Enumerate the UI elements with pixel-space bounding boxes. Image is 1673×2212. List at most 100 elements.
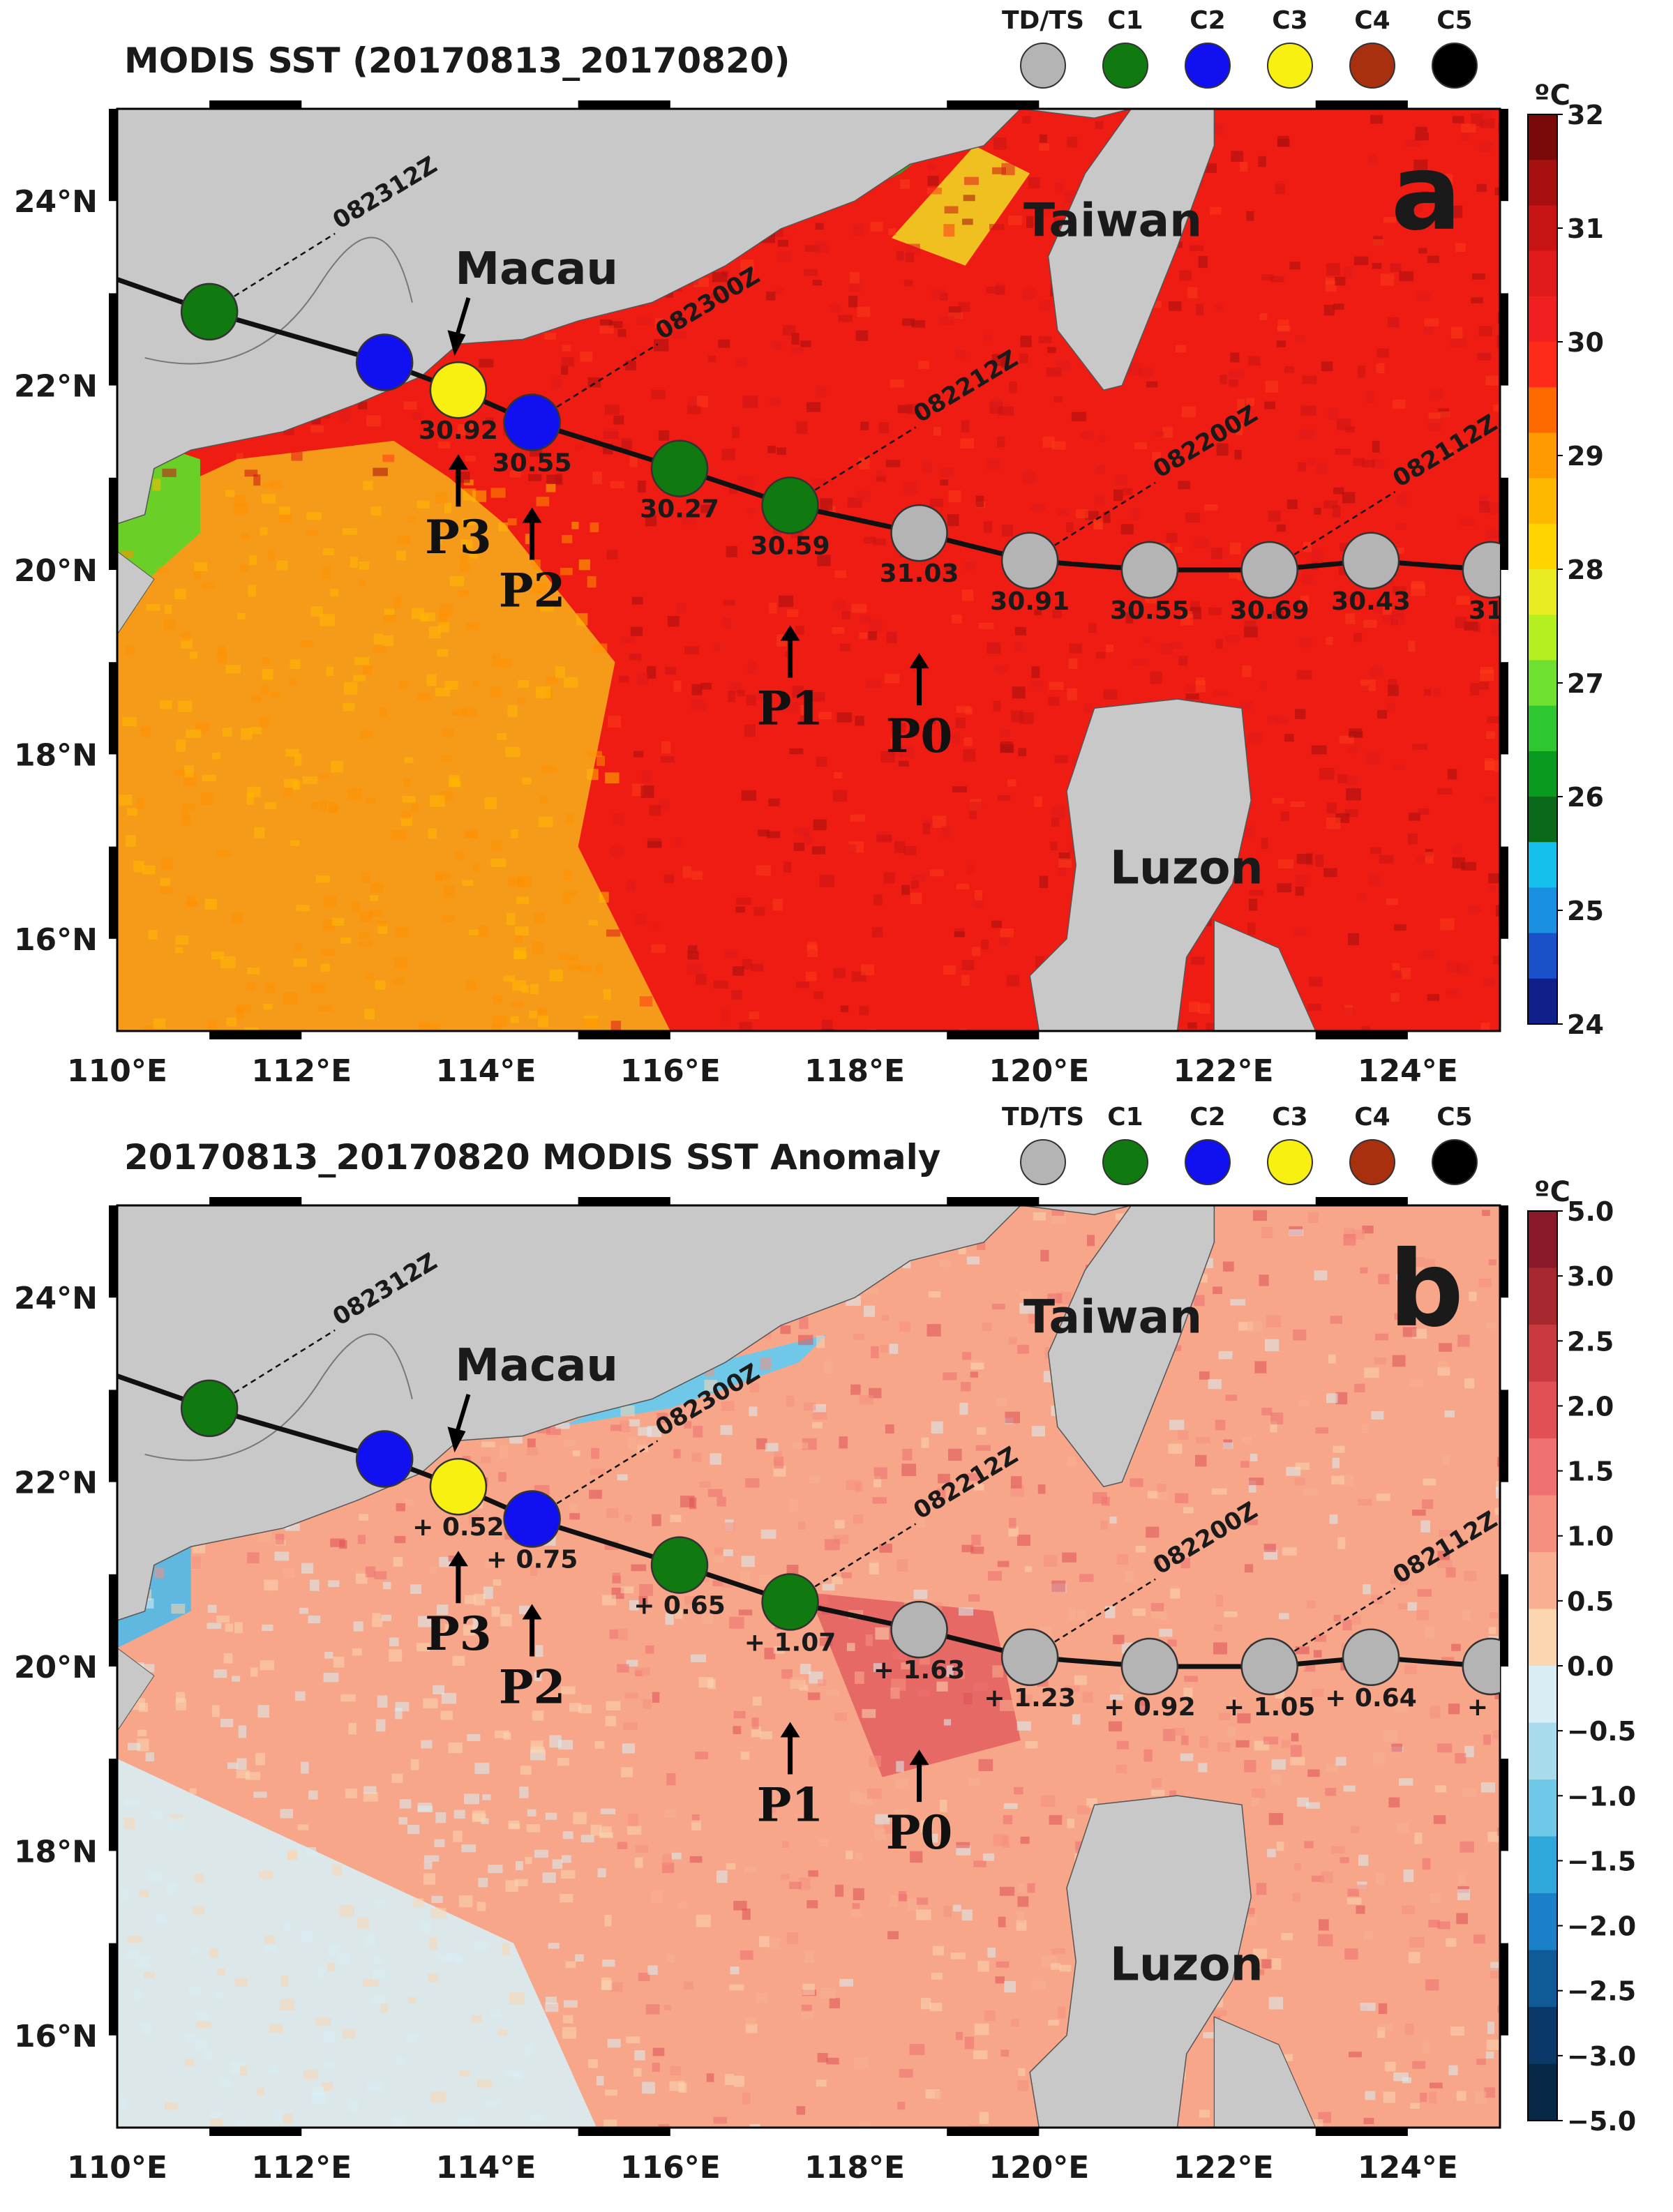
frame-tick-block [1500, 846, 1508, 939]
colorbar-label: 31 [1567, 213, 1604, 244]
storm-marker [429, 361, 488, 419]
storm-marker [1120, 1637, 1179, 1696]
colorbar-label: −1.0 [1567, 1781, 1636, 1812]
frame-tick-block [209, 1197, 302, 1205]
x-tick-label: 112°E [251, 2150, 352, 2185]
sst-value-label: 31.03 [880, 559, 959, 588]
legend-label: C4 [1354, 1103, 1390, 1131]
sst-value-label: + 0.65 [633, 1592, 726, 1620]
colorbar-label: 29 [1567, 441, 1604, 472]
colorbar-swatch [1528, 797, 1557, 843]
sst-value-label: + 0.75 [486, 1545, 578, 1574]
legend-marker [1185, 1139, 1231, 1185]
frame-tick-block [1500, 1574, 1508, 1666]
x-tick-label: 114°E [436, 2150, 537, 2185]
colorbar-unit: ºC [1534, 80, 1570, 112]
storm-marker [429, 1457, 488, 1516]
storm-marker [180, 1379, 239, 1438]
storm-marker [355, 1430, 414, 1488]
colorbar-swatch [1528, 751, 1557, 797]
point-marker: P3 [425, 1551, 492, 1661]
colorbar-label: 0.5 [1567, 1586, 1614, 1617]
frame-tick-block [578, 100, 670, 109]
place-label-luzon: Luzon [1110, 1937, 1263, 1991]
y-tick-label: 16°N [14, 922, 98, 958]
frame-tick-block [109, 1759, 117, 1851]
y-tick-label: 20°N [14, 553, 98, 589]
sst-value-label: 30.27 [640, 495, 719, 524]
colorbar-swatch [1528, 250, 1557, 297]
legend-item: C1 [1102, 1103, 1148, 1185]
sst-value-label: + 1.05 [1224, 1693, 1316, 1722]
x-tick-label: 118°E [804, 2150, 905, 2185]
colorbar-swatch [1528, 1836, 1557, 1894]
sst-value-label: + 1.63 [873, 1656, 966, 1685]
legend-label: C2 [1190, 6, 1225, 35]
point-marker: P1 [757, 1722, 823, 1832]
colorbar-swatch [1528, 1666, 1557, 1723]
frame-tick-block [947, 100, 1040, 109]
frame-tick-block [1500, 1943, 1508, 2036]
provincial-border [144, 236, 413, 365]
frame-tick-block [947, 1031, 1040, 1039]
x-tick-label: 124°E [1358, 1053, 1458, 1089]
frame-tick-block [209, 2128, 302, 2136]
colorbar-swatch [1528, 1438, 1557, 1496]
place-label-macau: Macau [455, 1340, 618, 1392]
panel-letter: b [1389, 1229, 1464, 1350]
frame-tick-block [1500, 293, 1508, 386]
panel-letter: a [1391, 133, 1462, 254]
point-label: P0 [886, 709, 953, 763]
y-tick-label: 16°N [14, 2019, 98, 2054]
frame-tick-block [1315, 2128, 1408, 2136]
map-area [117, 1205, 1500, 2128]
frame-tick-block [1500, 477, 1508, 570]
colorbar-label: 3.0 [1567, 1261, 1614, 1292]
frame-tick-block [209, 100, 302, 109]
colorbar-label: 2.5 [1567, 1326, 1614, 1357]
y-tick-label: 18°N [14, 737, 98, 773]
frame-tick-block [109, 109, 117, 202]
colorbar-label: 2.0 [1567, 1391, 1614, 1422]
legend-marker [1020, 1139, 1066, 1185]
storm-marker [1462, 541, 1500, 599]
panel-a: 110°E 112°E 114°E 116°E 118°E 120°E 122°E 124°E… [14, 6, 1604, 1089]
colorbar-swatch [1528, 705, 1557, 752]
point-arrow-head [522, 507, 542, 523]
y-tick-label: 24°N [14, 1281, 98, 1316]
legend-label: TD/TS [1002, 6, 1084, 35]
x-tick-label: 120°E [989, 2150, 1089, 2185]
colorbar-label: 24 [1567, 1009, 1604, 1040]
colorbar-swatch [1528, 160, 1557, 206]
hainan-island [117, 550, 155, 635]
point-label: P3 [425, 510, 492, 564]
legend-label: C1 [1107, 6, 1143, 35]
sst-value-label: + 1.23 [984, 1684, 1076, 1713]
sst-value-label: 30.43 [1331, 587, 1411, 616]
frame-tick-block [1500, 1205, 1508, 1298]
point-marker: P2 [499, 1604, 565, 1714]
y-tick-label: 22°N [14, 1466, 98, 1501]
colorbar-swatch [1528, 978, 1557, 1025]
x-tick-label: 112°E [251, 1053, 352, 1089]
sst-value-label: + 0.64 [1325, 1684, 1417, 1713]
storm-marker [1342, 532, 1400, 590]
colorbar-swatch [1528, 114, 1557, 160]
colorbar-swatch [1528, 842, 1557, 888]
storm-marker [1120, 541, 1179, 599]
storm-marker [1240, 541, 1298, 599]
frame-tick-block [1315, 1031, 1408, 1039]
legend-item: TD/TS [1002, 6, 1084, 89]
colorbar-swatch [1528, 1893, 1557, 1950]
legend-item: C5 [1432, 1103, 1478, 1185]
colorbar-label: −5.0 [1567, 2106, 1636, 2137]
china-mainland [117, 1205, 1132, 1621]
frame-tick-block [1500, 1759, 1508, 1851]
warm-anomaly-patch [809, 1593, 1021, 1777]
colorbar: 32 31 30 29 28 27 26 25 24 ºC [1527, 80, 1604, 1040]
legend-marker [1185, 43, 1231, 89]
storm-marker [1342, 1628, 1400, 1687]
frame-tick-block [209, 1031, 302, 1039]
x-tick-label: 116°E [620, 1053, 721, 1089]
